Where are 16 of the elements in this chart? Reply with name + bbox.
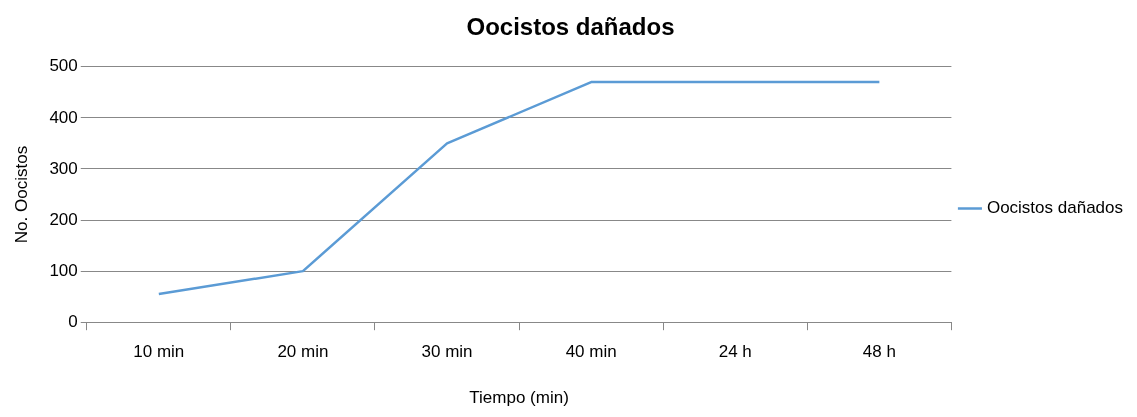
x-tick-label: 24 h <box>718 342 752 362</box>
legend-label: Oocistos dañados <box>986 198 1124 218</box>
x-tick-label: 20 min <box>277 342 329 362</box>
y-tick-label: 400 <box>49 107 78 127</box>
chart-title: Oocistos dañados <box>466 13 675 41</box>
y-tick-label: 100 <box>49 260 78 280</box>
x-tick-label: 10 min <box>133 342 185 362</box>
x-tick-label: 30 min <box>421 342 473 362</box>
x-tick-label: 48 h <box>862 342 896 362</box>
y-axis-title: No. Oocistos <box>11 145 31 244</box>
y-tick-label: 500 <box>49 56 78 76</box>
y-tick-label: 200 <box>49 209 78 229</box>
y-tick-label: 300 <box>49 158 78 178</box>
x-axis-title: Tiempo (min) <box>469 388 569 408</box>
x-tick-label: 40 min <box>565 342 617 362</box>
y-tick-label: 0 <box>68 311 78 331</box>
